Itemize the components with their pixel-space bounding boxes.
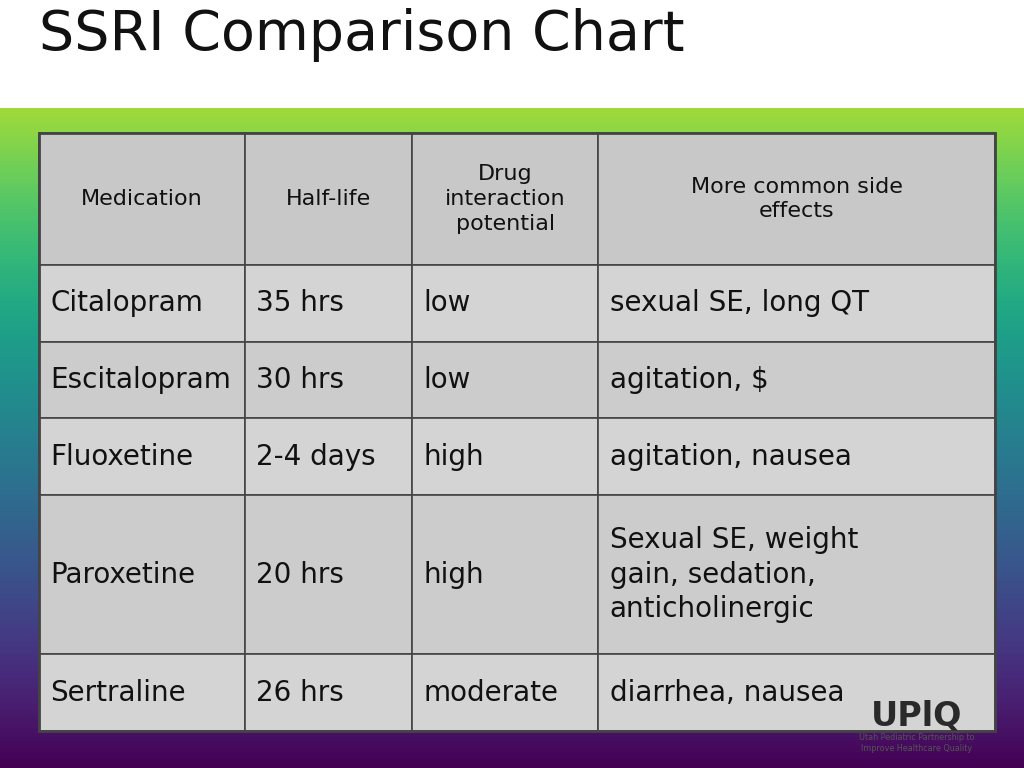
Text: Citalopram: Citalopram bbox=[50, 290, 203, 317]
Bar bbox=[412, 133, 598, 265]
Text: high: high bbox=[423, 561, 483, 589]
Bar bbox=[412, 265, 598, 342]
Text: agitation, nausea: agitation, nausea bbox=[609, 443, 852, 471]
Text: 35 hrs: 35 hrs bbox=[256, 290, 344, 317]
Bar bbox=[39, 654, 245, 731]
Bar bbox=[245, 654, 412, 731]
Bar bbox=[0, 0, 1024, 108]
Bar bbox=[245, 495, 412, 654]
Text: More common side
effects: More common side effects bbox=[691, 177, 903, 221]
Text: Paroxetine: Paroxetine bbox=[50, 561, 196, 589]
Text: Escitalopram: Escitalopram bbox=[50, 366, 231, 394]
Text: 2-4 days: 2-4 days bbox=[256, 443, 376, 471]
Bar bbox=[39, 265, 245, 342]
Text: 20 hrs: 20 hrs bbox=[256, 561, 344, 589]
Text: moderate: moderate bbox=[423, 679, 558, 707]
Text: Sexual SE, weight
gain, sedation,
anticholinergic: Sexual SE, weight gain, sedation, antich… bbox=[609, 526, 858, 624]
Text: high: high bbox=[423, 443, 483, 471]
Text: 26 hrs: 26 hrs bbox=[256, 679, 344, 707]
Bar bbox=[598, 419, 995, 495]
Bar bbox=[412, 419, 598, 495]
Text: agitation, $: agitation, $ bbox=[609, 366, 768, 394]
Text: Drug
interaction
potential: Drug interaction potential bbox=[444, 164, 565, 233]
Bar bbox=[39, 133, 995, 731]
Bar bbox=[412, 342, 598, 419]
Bar bbox=[598, 133, 995, 265]
Text: SSRI Comparison Chart: SSRI Comparison Chart bbox=[39, 8, 684, 61]
Bar bbox=[39, 133, 245, 265]
Text: Fluoxetine: Fluoxetine bbox=[50, 443, 194, 471]
Bar bbox=[245, 342, 412, 419]
Text: Utah Pediatric Partnership to
Improve Healthcare Quality: Utah Pediatric Partnership to Improve He… bbox=[859, 733, 974, 753]
Bar bbox=[598, 654, 995, 731]
Bar bbox=[245, 133, 412, 265]
Text: UPlQ: UPlQ bbox=[870, 700, 963, 733]
Bar bbox=[412, 495, 598, 654]
Text: Half-life: Half-life bbox=[286, 189, 371, 209]
Bar bbox=[412, 654, 598, 731]
Text: 30 hrs: 30 hrs bbox=[256, 366, 344, 394]
Bar bbox=[39, 419, 245, 495]
Text: low: low bbox=[423, 290, 471, 317]
Bar bbox=[598, 342, 995, 419]
Bar bbox=[598, 495, 995, 654]
Text: Medication: Medication bbox=[81, 189, 203, 209]
Bar bbox=[598, 265, 995, 342]
Text: sexual SE, long QT: sexual SE, long QT bbox=[609, 290, 868, 317]
Bar bbox=[39, 342, 245, 419]
Bar bbox=[39, 495, 245, 654]
Text: diarrhea, nausea: diarrhea, nausea bbox=[609, 679, 844, 707]
Bar bbox=[245, 419, 412, 495]
Bar bbox=[245, 265, 412, 342]
Text: Sertraline: Sertraline bbox=[50, 679, 185, 707]
Text: low: low bbox=[423, 366, 471, 394]
